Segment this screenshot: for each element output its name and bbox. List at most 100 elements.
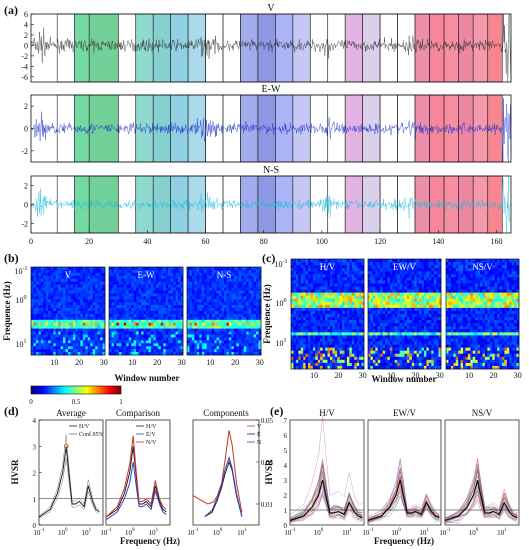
- heatmap-cell: [224, 272, 227, 277]
- heatmap-cell: [317, 265, 321, 269]
- heatmap-cell: [204, 302, 208, 306]
- heatmap-cell: [194, 343, 198, 347]
- heatmap-cell: [123, 296, 127, 300]
- heatmap-cell: [233, 352, 237, 356]
- heatmap-cell: [228, 284, 232, 288]
- heatmap-cell: [236, 352, 240, 356]
- heatmap-cell: [143, 272, 147, 277]
- heatmap-cell: [153, 293, 157, 297]
- heatmap-cell: [346, 344, 350, 348]
- heatmap-cell: [428, 326, 432, 330]
- heatmap-cell: [342, 304, 345, 309]
- heatmap-cell: [248, 296, 252, 300]
- heatmap-cell: [82, 328, 86, 332]
- heatmap-cell: [419, 277, 422, 281]
- heatmap-cell: [251, 293, 254, 297]
- heatmap-cell: [421, 332, 425, 336]
- heatmap-cell: [389, 307, 393, 312]
- heatmap-cell: [293, 353, 297, 358]
- heatmap-cell: [397, 283, 400, 287]
- heatmap-cell: [315, 356, 319, 361]
- heatmap-cell: [426, 326, 430, 330]
- heatmap-cell: [70, 328, 74, 332]
- heatmap-cell: [236, 334, 240, 338]
- heatmap-cell: [305, 277, 309, 281]
- heatmap-cell: [327, 298, 331, 303]
- heatmap-cell: [385, 307, 388, 312]
- heatmap-cell: [349, 341, 353, 345]
- heatmap-cell: [163, 331, 167, 335]
- heatmap-cell: [221, 290, 225, 294]
- heatmap-cell: [419, 280, 422, 284]
- heatmap-cell: [402, 292, 405, 296]
- heatmap-cell: [392, 283, 396, 287]
- heatmap-cell: [68, 299, 71, 303]
- heatmap-cell: [231, 305, 235, 309]
- colorbar-cell: [103, 386, 105, 394]
- heatmap-cell: [85, 349, 89, 353]
- heatmap-cell: [256, 284, 259, 288]
- heatmap-cell: [70, 346, 74, 350]
- heatmap-cell: [82, 287, 86, 291]
- heatmap-cell: [419, 362, 422, 367]
- heatmap-cell: [298, 274, 302, 278]
- heatmap-cell: [138, 275, 142, 280]
- heatmap-cell: [342, 326, 345, 330]
- heatmap-cell: [387, 301, 391, 306]
- heatmap-cell: [116, 299, 120, 303]
- heatmap-cell: [128, 308, 132, 312]
- heatmap-cell: [80, 352, 84, 356]
- heatmap-cell: [221, 346, 225, 350]
- heatmap-cell: [65, 334, 69, 338]
- heatmap-cell: [308, 344, 311, 348]
- heatmap-cell: [354, 359, 357, 364]
- heatmap-cell: [305, 265, 309, 269]
- heatmap-cell: [325, 289, 328, 293]
- heatmap-cell: [48, 322, 52, 326]
- heatmap-cell: [414, 295, 417, 300]
- heatmap-cell: [121, 275, 125, 280]
- heatmap-cell: [423, 314, 427, 318]
- heatmap-cell: [48, 316, 52, 321]
- heatmap-cell: [150, 334, 154, 338]
- heatmap-cell: [248, 319, 252, 324]
- heatmap-cell: [406, 326, 410, 330]
- heatmap-cell: [109, 343, 112, 347]
- heatmap-cell: [100, 346, 103, 350]
- heatmap-cell: [258, 311, 262, 315]
- heatmap-cell: [216, 296, 220, 300]
- heatmap-cell: [291, 326, 294, 330]
- heatmap-cell: [414, 307, 417, 312]
- heatmap-cell: [170, 328, 174, 332]
- heatmap-cell: [238, 352, 242, 356]
- heatmap-cell: [180, 337, 184, 341]
- heatmap-cell: [346, 280, 350, 284]
- heatmap-cell: [228, 299, 232, 303]
- heatmap-cell: [431, 347, 434, 351]
- heatmap-cell: [226, 284, 230, 288]
- heatmap-cell: [351, 298, 355, 303]
- heatmap-cell: [431, 320, 434, 324]
- heatmap-cell: [342, 268, 345, 272]
- heatmap-cell: [155, 325, 159, 329]
- heatmap-cell: [43, 337, 47, 341]
- heatmap-cell: [65, 319, 69, 324]
- heatmap-cell: [377, 353, 381, 358]
- heatmap-cell: [216, 305, 220, 309]
- heatmap-cell: [241, 308, 245, 312]
- heatmap-cell: [77, 302, 81, 306]
- heatmap-cell: [303, 329, 306, 333]
- heatmap-cell: [375, 317, 379, 321]
- heatmap-cell: [233, 272, 237, 277]
- heatmap-cell: [394, 262, 398, 266]
- panel-b-spectrograms: (b)V10 20 30E-W10 20 30N-S10 20 3010-1100101Fr…: [2, 251, 264, 406]
- heatmap-cell: [224, 275, 227, 280]
- heatmap-cell: [60, 316, 64, 321]
- heatmap-cell: [160, 334, 164, 338]
- heatmap-cell: [102, 296, 106, 300]
- heatmap-cell: [253, 322, 257, 326]
- heatmap-cell: [95, 278, 98, 282]
- heatmap-cell: [228, 275, 232, 280]
- heatmap-cell: [168, 343, 171, 347]
